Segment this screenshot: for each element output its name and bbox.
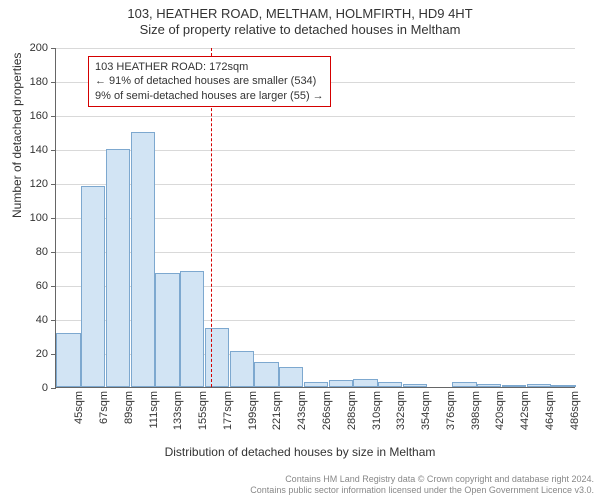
y-tick-label: 40 <box>36 314 56 326</box>
y-tick-label: 120 <box>30 178 56 190</box>
x-axis-label: Distribution of detached houses by size … <box>0 445 600 459</box>
x-tick-label: 486sqm <box>569 391 581 430</box>
histogram-bar <box>378 382 402 387</box>
histogram-bar <box>477 384 501 387</box>
histogram-bar <box>106 149 130 387</box>
y-tick-label: 0 <box>42 382 56 394</box>
callout-line: 103 HEATHER ROAD: 172sqm <box>95 60 324 74</box>
histogram-bar <box>279 367 303 387</box>
x-tick-label: 332sqm <box>395 391 407 430</box>
y-tick-label: 200 <box>30 42 56 54</box>
x-tick-label: 442sqm <box>519 391 531 430</box>
x-tick-label: 133sqm <box>172 391 184 430</box>
gridline-h <box>56 116 575 117</box>
x-tick-label: 199sqm <box>247 391 259 430</box>
callout-line: ← 91% of detached houses are smaller (53… <box>95 74 324 88</box>
title-main: 103, HEATHER ROAD, MELTHAM, HOLMFIRTH, H… <box>0 6 600 22</box>
gridline-h <box>56 48 575 49</box>
x-tick-label: 376sqm <box>445 391 457 430</box>
x-tick-label: 398sqm <box>470 391 482 430</box>
histogram-bar <box>155 273 179 387</box>
y-tick-label: 160 <box>30 110 56 122</box>
x-tick-label: 288sqm <box>346 391 358 430</box>
histogram-bar <box>230 351 254 387</box>
y-tick-label: 100 <box>30 212 56 224</box>
plot-wrapper: 02040608010012014016018020045sqm67sqm89s… <box>55 48 575 388</box>
histogram-bar <box>254 362 278 388</box>
x-tick-label: 155sqm <box>197 391 209 430</box>
histogram-bar <box>551 385 575 387</box>
histogram-bar <box>131 132 155 387</box>
y-tick-label: 80 <box>36 246 56 258</box>
x-tick-label: 45sqm <box>73 391 85 424</box>
x-tick-label: 310sqm <box>371 391 383 430</box>
histogram-bar <box>205 328 229 388</box>
histogram-bar <box>527 384 551 387</box>
footer: Contains HM Land Registry data © Crown c… <box>6 474 594 497</box>
histogram-bar <box>329 380 353 387</box>
y-axis-label: Number of detached properties <box>10 53 24 218</box>
x-tick-label: 67sqm <box>98 391 110 424</box>
footer-line-2: Contains public sector information licen… <box>6 485 594 496</box>
histogram-bar <box>81 186 105 387</box>
callout-line: 9% of semi-detached houses are larger (5… <box>95 89 324 103</box>
footer-line-1: Contains HM Land Registry data © Crown c… <box>6 474 594 485</box>
reference-callout: 103 HEATHER ROAD: 172sqm← 91% of detache… <box>88 56 331 107</box>
y-tick-label: 20 <box>36 348 56 360</box>
histogram-bar <box>403 384 427 387</box>
x-tick-label: 89sqm <box>123 391 135 424</box>
y-tick-label: 140 <box>30 144 56 156</box>
x-tick-label: 177sqm <box>222 391 234 430</box>
histogram-bar <box>502 385 526 387</box>
x-tick-label: 221sqm <box>271 391 283 430</box>
y-tick-label: 60 <box>36 280 56 292</box>
x-tick-label: 464sqm <box>544 391 556 430</box>
x-tick-label: 354sqm <box>420 391 432 430</box>
plot-area: 02040608010012014016018020045sqm67sqm89s… <box>55 48 575 388</box>
histogram-bar <box>180 271 204 387</box>
histogram-bar <box>353 379 377 388</box>
y-tick-label: 180 <box>30 76 56 88</box>
histogram-bar <box>304 382 328 387</box>
histogram-bar <box>56 333 80 387</box>
title-sub: Size of property relative to detached ho… <box>0 22 600 38</box>
x-tick-label: 111sqm <box>148 391 160 429</box>
x-tick-label: 420sqm <box>494 391 506 430</box>
histogram-bar <box>452 382 476 387</box>
x-tick-label: 243sqm <box>296 391 308 430</box>
x-tick-label: 266sqm <box>321 391 333 430</box>
chart-titles: 103, HEATHER ROAD, MELTHAM, HOLMFIRTH, H… <box>0 0 600 39</box>
